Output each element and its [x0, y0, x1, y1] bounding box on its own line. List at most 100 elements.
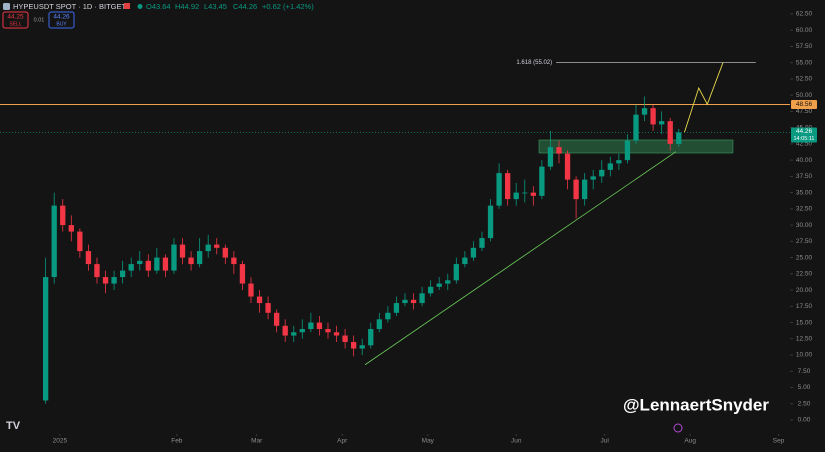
candle-body	[222, 247, 228, 258]
y-tick-label: 40.00	[796, 157, 813, 164]
x-tick-label: May	[422, 438, 435, 445]
event-icon	[673, 423, 683, 433]
candle-body	[436, 283, 442, 287]
candle-body	[522, 192, 528, 194]
candle-body	[385, 312, 391, 320]
candle-body	[299, 329, 305, 333]
ohlc-high: H44.92	[175, 2, 199, 11]
candle-body	[162, 257, 169, 271]
y-tick-label: 27.50	[796, 238, 813, 245]
y-tick-label: 37.50	[796, 173, 813, 180]
status-dot	[137, 4, 143, 9]
exchange-icon	[124, 3, 130, 9]
y-tick-label: 42.50	[796, 141, 813, 148]
buy-label: BUY	[56, 21, 67, 27]
candle-body	[470, 247, 477, 258]
candle-body	[94, 264, 100, 278]
y-tick-label: 32.50	[796, 206, 813, 213]
buy-button[interactable]	[48, 11, 75, 29]
y-tick-label: 20.00	[796, 287, 813, 294]
candle-body	[188, 257, 194, 265]
y-tick-label: 0.00	[798, 417, 811, 424]
sell-price: 44.25	[7, 14, 24, 21]
candle-body	[60, 205, 66, 226]
candle-body	[530, 192, 536, 196]
candle-body	[393, 303, 400, 313]
candle-body	[68, 225, 74, 232]
candle-body	[427, 286, 434, 294]
candle-body	[487, 205, 494, 239]
candle-body	[556, 147, 562, 154]
candle-body	[402, 299, 408, 304]
candle-body	[85, 251, 92, 265]
candle-body	[590, 176, 596, 180]
candle-body	[265, 303, 271, 313]
candle-body	[359, 345, 365, 349]
y-tick-label: 7.50	[798, 368, 811, 375]
candle-body	[256, 296, 263, 304]
x-tick-label: Jun	[511, 438, 522, 445]
sell-button[interactable]	[2, 11, 29, 29]
y-tick-label: 60.00	[796, 27, 813, 34]
x-tick-label: Feb	[171, 438, 183, 445]
candle-body	[376, 319, 382, 330]
candle-body	[51, 205, 57, 278]
candle-body	[479, 238, 485, 248]
candle-body	[316, 322, 323, 330]
candle-body	[205, 244, 211, 252]
candle-body	[308, 322, 314, 330]
ohlc-close: C44.26	[233, 2, 257, 11]
ohlc-open: O43.64	[146, 2, 171, 11]
y-tick-label: 5.00	[798, 384, 811, 391]
candle-body	[282, 325, 288, 336]
countdown: 14:05:11	[793, 136, 814, 142]
last-price-label: 44.26	[796, 128, 813, 135]
resistance-tag	[791, 100, 817, 110]
sell-label: SELL	[9, 21, 21, 27]
candle-body	[119, 270, 126, 278]
candle-body	[77, 231, 83, 252]
candle-body	[137, 260, 143, 265]
candle-body	[231, 257, 237, 265]
x-tick-label: Aug	[684, 438, 696, 445]
candle-body	[248, 283, 254, 297]
y-tick-label: 12.50	[796, 335, 813, 342]
candle-body	[291, 332, 297, 336]
candle-body	[599, 169, 605, 177]
candle-body	[239, 264, 246, 284]
fib-label: 1.618 (55.02)	[516, 60, 552, 66]
candle-body	[513, 192, 519, 200]
candle-body	[154, 257, 160, 271]
candle-body	[196, 251, 203, 265]
candle-body	[633, 114, 639, 141]
candle-body	[505, 173, 511, 200]
candle-body	[539, 166, 545, 196]
candle-body	[616, 160, 622, 164]
candle-body	[342, 335, 348, 343]
y-tick-label: 50.00	[796, 92, 813, 99]
y-tick-label: 52.50	[796, 76, 813, 83]
trendline	[364, 151, 677, 366]
y-tick-label: 2.50	[798, 400, 811, 407]
buy-price: 44.26	[53, 14, 70, 21]
x-tick-label: Jul	[600, 438, 609, 445]
candle-body	[667, 121, 673, 144]
candle-body	[453, 264, 459, 281]
candle-body	[547, 147, 554, 167]
y-tick-label: 55.00	[796, 59, 813, 66]
ohlc-low: L43.45	[204, 2, 227, 11]
candle-body	[410, 299, 417, 304]
candle-body	[659, 121, 665, 125]
candle-body	[607, 163, 613, 170]
candle-body	[641, 108, 648, 115]
candle-body	[419, 293, 425, 304]
y-tick-label: 25.00	[796, 254, 813, 261]
spread: 0.01	[34, 17, 45, 23]
y-tick-label: 47.50	[796, 108, 813, 115]
x-tick-label: 2025	[53, 438, 68, 445]
x-tick-label: Sep	[773, 438, 785, 445]
candle-body	[111, 277, 117, 284]
candle-body	[333, 332, 340, 336]
